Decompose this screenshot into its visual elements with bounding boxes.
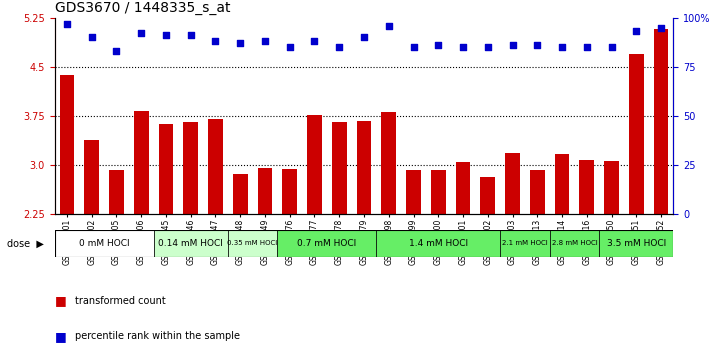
Point [358,34,370,40]
Point [210,39,221,44]
Point [556,44,568,50]
Bar [134,111,149,214]
Text: transformed count: transformed count [75,296,166,306]
Bar [505,153,520,214]
Point [408,44,419,50]
Point [333,44,345,50]
Point [111,48,122,54]
Point [655,25,667,30]
Bar [530,170,545,214]
Point [432,42,444,48]
Bar [456,162,470,214]
Point [507,42,518,48]
Text: 0.35 mM HOCl: 0.35 mM HOCl [227,240,278,246]
Point [309,39,320,44]
Point [259,39,271,44]
Bar [109,170,124,214]
Point [160,33,172,38]
Point [531,42,543,48]
FancyBboxPatch shape [376,230,500,257]
Text: 0.14 mM HOCl: 0.14 mM HOCl [158,239,223,248]
FancyBboxPatch shape [55,230,154,257]
Bar [282,169,297,214]
Point [234,40,246,46]
Text: 1.4 mM HOCl: 1.4 mM HOCl [408,239,468,248]
Text: 2.1 mM HOCl: 2.1 mM HOCl [502,240,547,246]
Bar [555,154,569,214]
Bar [381,112,396,214]
Text: GDS3670 / 1448335_s_at: GDS3670 / 1448335_s_at [55,1,230,15]
Point [606,44,617,50]
FancyBboxPatch shape [550,230,599,257]
Text: 0.7 mM HOCl: 0.7 mM HOCl [297,239,357,248]
Bar [332,122,347,214]
Bar [406,170,421,214]
Bar [258,168,272,214]
Point [86,34,98,40]
Text: 3.5 mM HOCl: 3.5 mM HOCl [606,239,666,248]
Text: ■: ■ [55,295,66,307]
Point [581,44,593,50]
Text: ■: ■ [55,330,66,343]
Point [61,21,73,27]
FancyBboxPatch shape [599,230,673,257]
Point [284,44,296,50]
Bar [480,177,495,214]
Bar [159,125,173,214]
Bar [629,54,644,214]
FancyBboxPatch shape [228,230,277,257]
Text: dose  ▶: dose ▶ [7,238,44,249]
Point [135,30,147,36]
Bar [183,122,198,214]
Text: 0 mM HOCl: 0 mM HOCl [79,239,130,248]
FancyBboxPatch shape [500,230,550,257]
Point [185,33,197,38]
FancyBboxPatch shape [154,230,228,257]
Bar [307,115,322,214]
Text: 2.8 mM HOCl: 2.8 mM HOCl [552,240,597,246]
Bar [60,75,74,214]
Bar [579,160,594,214]
Text: percentile rank within the sample: percentile rank within the sample [75,331,240,341]
Bar [654,29,668,214]
Bar [431,170,446,214]
Point [383,23,395,28]
Bar [84,140,99,214]
Bar [208,119,223,214]
Point [482,44,494,50]
Bar [233,173,248,214]
Point [457,44,469,50]
Bar [604,161,619,214]
Bar [357,120,371,214]
Point [630,29,642,34]
FancyBboxPatch shape [277,230,376,257]
